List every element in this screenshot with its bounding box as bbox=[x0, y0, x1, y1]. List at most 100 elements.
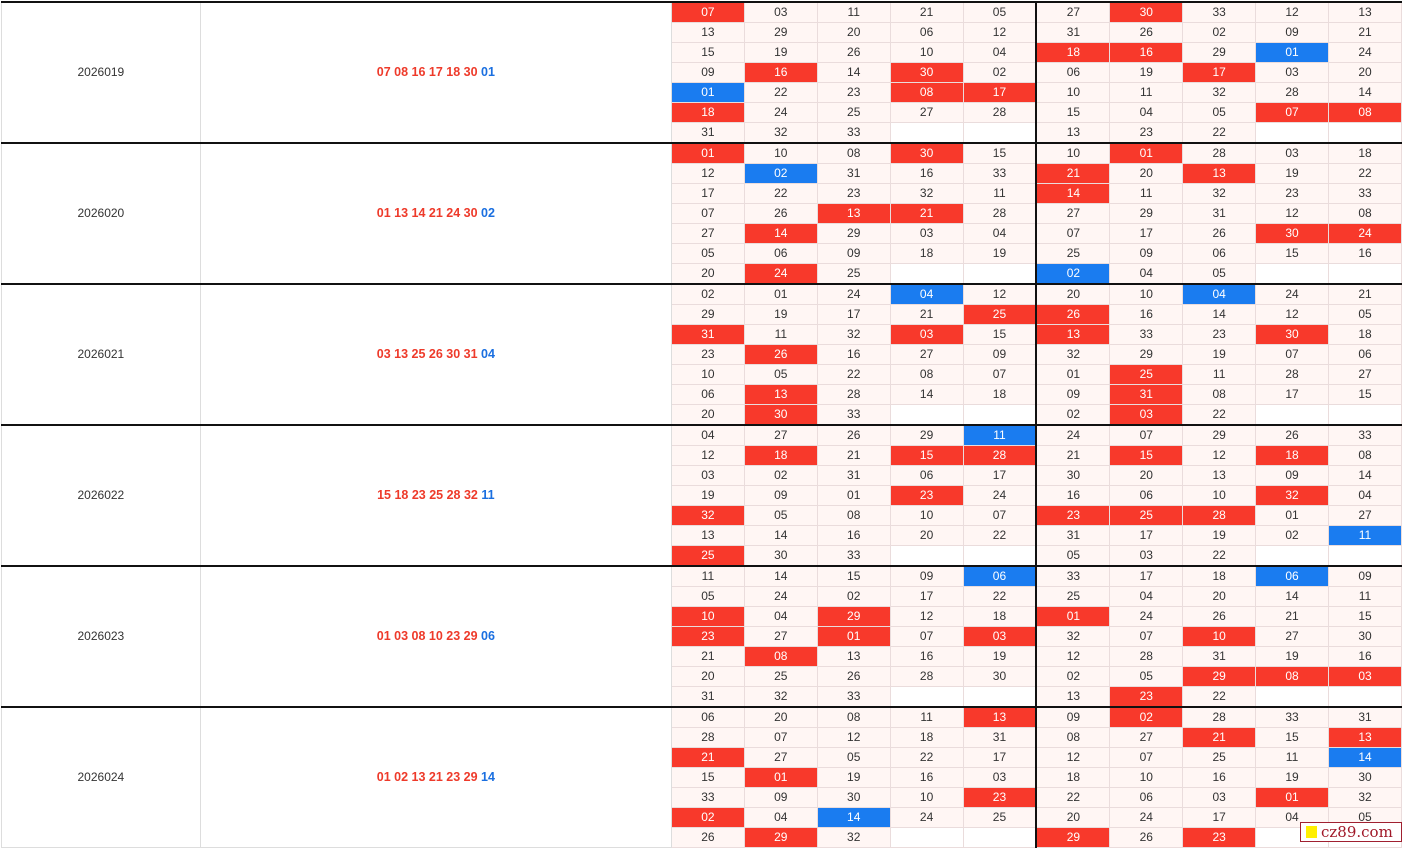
period-number: 2026022 bbox=[1, 424, 201, 567]
hit-blue-cell: 02 bbox=[1035, 263, 1111, 285]
number-cell: 04 bbox=[743, 606, 818, 627]
number-cell: 08 bbox=[1327, 203, 1402, 224]
number-cell bbox=[1255, 122, 1329, 144]
number-cell: 23 bbox=[1255, 183, 1329, 204]
hit-blue-cell: 14 bbox=[816, 807, 891, 828]
table-row: 20 25 26 28 30 02 05 29 08 03 bbox=[2, 666, 1402, 687]
number-cell: 19 bbox=[1255, 767, 1329, 788]
number-cell: 08 bbox=[889, 364, 964, 385]
hit-red-cell: 01 bbox=[1109, 142, 1184, 164]
number-cell: 11 bbox=[1109, 82, 1184, 103]
number-cell: 31 bbox=[816, 163, 891, 184]
number-cell: 04 bbox=[670, 424, 745, 446]
number-cell: 30 bbox=[1327, 626, 1402, 647]
hit-red-cell: 25 bbox=[1109, 364, 1184, 385]
number-cell: 12 bbox=[1255, 1, 1329, 23]
number-cell: 22 bbox=[1182, 122, 1257, 144]
number-cell: 25 bbox=[1182, 747, 1257, 768]
number-cell: 28 bbox=[962, 203, 1037, 224]
number-cell: 03 bbox=[743, 1, 818, 23]
number-cell: 09 bbox=[1109, 243, 1184, 264]
number-cell: 17 bbox=[1109, 223, 1184, 244]
number-cell: 28 bbox=[889, 666, 964, 687]
hit-red-cell: 18 bbox=[670, 102, 745, 123]
hit-red-cell: 29 bbox=[1182, 666, 1257, 687]
number-cell: 08 bbox=[1327, 445, 1402, 466]
number-cell: 18 bbox=[1327, 324, 1402, 345]
number-cell: 15 bbox=[1255, 243, 1329, 264]
hit-red-cell: 17 bbox=[962, 82, 1037, 103]
period-number: 2026019 bbox=[1, 1, 201, 144]
number-cell: 16 bbox=[1182, 767, 1257, 788]
number-cell: 05 bbox=[1182, 263, 1257, 285]
site-watermark: cz89.com bbox=[1300, 822, 1402, 842]
hit-red-cell: 17 bbox=[1182, 62, 1257, 83]
number-cell: 23 bbox=[670, 344, 745, 365]
hit-red-cell: 01 bbox=[743, 767, 818, 788]
number-cell: 22 bbox=[816, 364, 891, 385]
number-cell: 05 bbox=[1109, 666, 1184, 687]
number-cell: 28 bbox=[816, 384, 891, 405]
number-cell: 10 bbox=[1109, 283, 1184, 305]
number-cell: 29 bbox=[670, 304, 745, 325]
number-cell: 17 bbox=[1182, 807, 1257, 828]
number-cell: 33 bbox=[1327, 183, 1402, 204]
number-cell: 03 bbox=[889, 223, 964, 244]
red-balls: 07 08 16 17 18 30 bbox=[376, 65, 478, 79]
table-row: 13 14 16 20 22 31 17 19 02 11 bbox=[2, 525, 1402, 546]
number-cell: 17 bbox=[670, 183, 745, 204]
number-cell: 10 bbox=[889, 42, 964, 63]
hit-red-cell: 08 bbox=[1255, 666, 1329, 687]
hit-red-cell: 18 bbox=[743, 445, 818, 466]
hit-red-cell: 23 bbox=[1182, 827, 1257, 848]
number-cell: 09 bbox=[1035, 384, 1111, 405]
hit-red-cell: 24 bbox=[1327, 223, 1402, 244]
table-row: 28 07 12 18 31 08 27 21 15 13 bbox=[2, 727, 1402, 748]
table-row: 10 04 29 12 18 01 24 26 21 15 bbox=[2, 606, 1402, 627]
table-row: 2026020 01 13 14 21 24 30 02 01 10 08 30 15 10 0… bbox=[1, 142, 1402, 285]
table-row: 2026023 01 03 08 10 23 29 06 11 14 15 09 06 33 1… bbox=[1, 565, 1402, 708]
number-cell: 25 bbox=[743, 666, 818, 687]
number-cell: 21 bbox=[889, 1, 964, 23]
hit-red-cell: 07 bbox=[1255, 102, 1329, 123]
number-cell: 32 bbox=[1035, 344, 1111, 365]
hit-red-cell: 03 bbox=[1327, 666, 1402, 687]
number-cell: 19 bbox=[743, 304, 818, 325]
number-cell: 15 bbox=[670, 767, 745, 788]
number-cell: 09 bbox=[1255, 465, 1329, 486]
number-cell: 07 bbox=[1109, 424, 1184, 446]
hit-red-cell: 25 bbox=[1109, 505, 1184, 526]
number-cell: 15 bbox=[1255, 727, 1329, 748]
number-cell: 16 bbox=[1109, 304, 1184, 325]
number-cell: 29 bbox=[743, 22, 818, 43]
number-cell: 09 bbox=[743, 485, 818, 506]
number-cell: 30 bbox=[962, 666, 1037, 687]
number-cell: 02 bbox=[743, 465, 818, 486]
number-cell: 27 bbox=[1035, 203, 1111, 224]
number-cell: 32 bbox=[743, 122, 818, 144]
number-cell: 28 bbox=[1182, 142, 1257, 164]
hit-blue-cell: 11 bbox=[962, 424, 1037, 446]
number-cell: 32 bbox=[1182, 183, 1257, 204]
number-cell: 16 bbox=[889, 163, 964, 184]
table-row: 27 14 29 03 04 07 17 26 30 24 bbox=[2, 223, 1402, 244]
number-cell: 07 bbox=[1035, 223, 1111, 244]
number-cell: 27 bbox=[889, 102, 964, 123]
number-cell bbox=[1255, 545, 1329, 567]
number-cell: 28 bbox=[1182, 706, 1257, 728]
number-cell bbox=[889, 827, 964, 848]
number-cell: 09 bbox=[962, 344, 1037, 365]
number-cell: 25 bbox=[962, 807, 1037, 828]
number-cell: 12 bbox=[1255, 203, 1329, 224]
number-cell bbox=[1255, 263, 1329, 285]
number-cell: 23 bbox=[1182, 324, 1257, 345]
number-cell: 06 bbox=[670, 384, 745, 405]
number-cell: 23 bbox=[816, 82, 891, 103]
hit-red-cell: 03 bbox=[889, 324, 964, 345]
number-cell: 30 bbox=[816, 787, 891, 808]
period-number: 2026020 bbox=[1, 142, 201, 285]
number-cell: 27 bbox=[889, 344, 964, 365]
red-balls: 03 13 25 26 30 31 bbox=[376, 347, 478, 361]
number-cell: 07 bbox=[889, 626, 964, 647]
number-cell: 24 bbox=[743, 586, 818, 607]
